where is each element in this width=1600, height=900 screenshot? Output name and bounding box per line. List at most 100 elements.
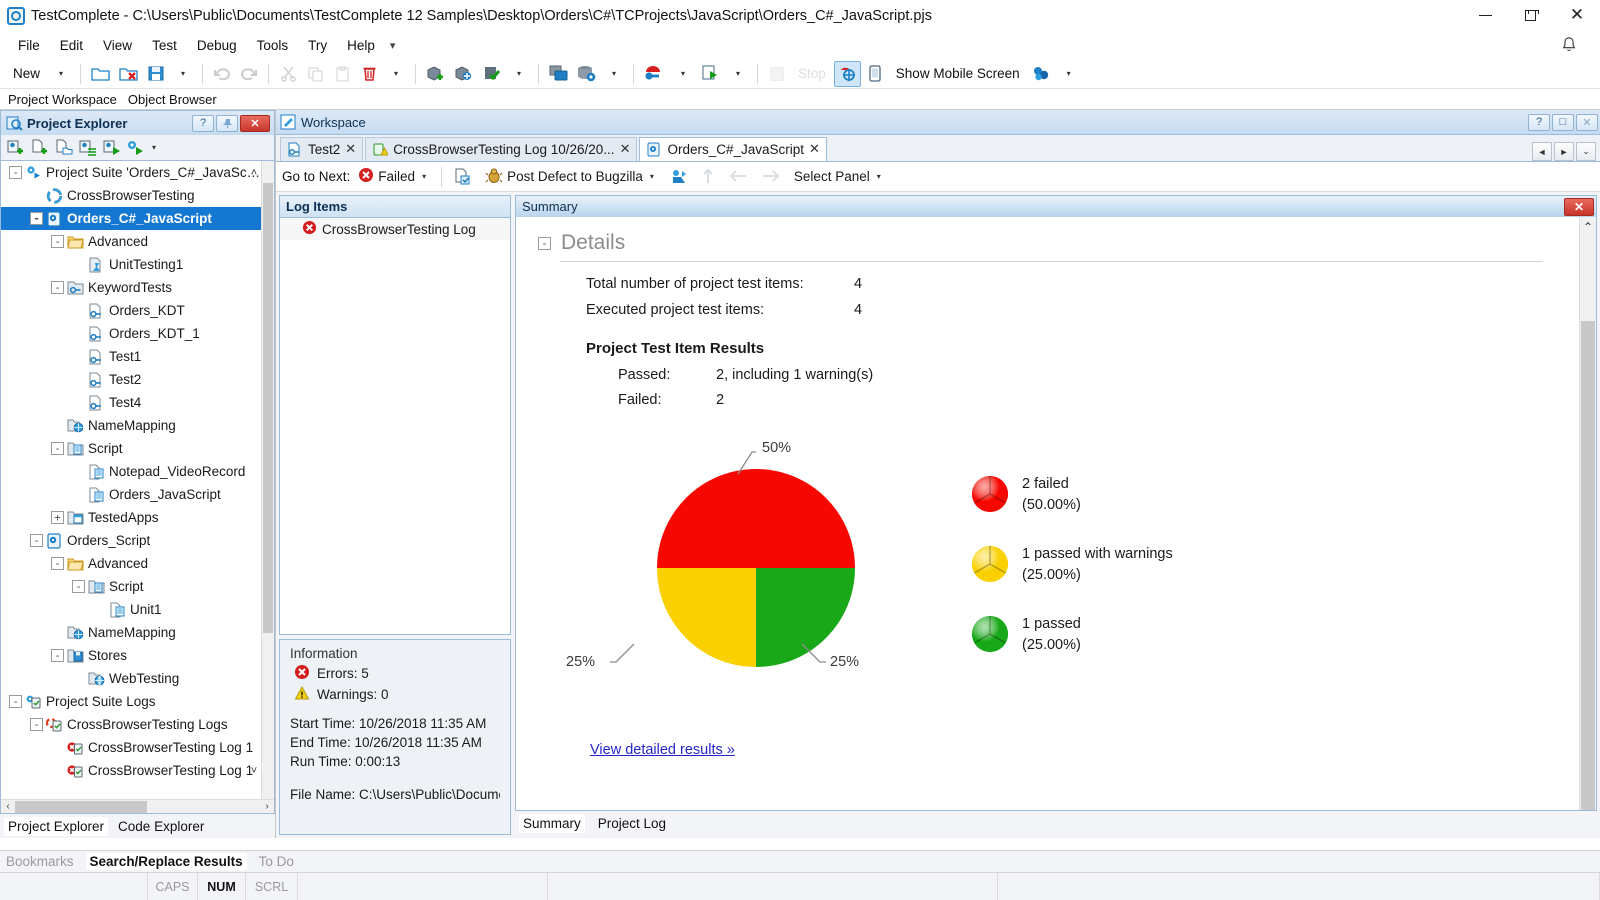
tree-item-test1[interactable]: Test1: [1, 345, 261, 368]
open-project-icon[interactable]: [87, 61, 114, 87]
tree-item-crossbrowsertesting-logs[interactable]: - CrossBrowserTesting Logs: [1, 713, 261, 736]
tree-item-test4[interactable]: Test4: [1, 391, 261, 414]
tree-horizontal-scrollbar[interactable]: ‹ ›: [1, 799, 274, 813]
new-button[interactable]: New: [13, 66, 41, 81]
tree-item-webtesting[interactable]: WebTesting: [1, 667, 261, 690]
goto-next-failed-button[interactable]: Failed ▾: [353, 165, 434, 189]
summary-vertical-scrollbar[interactable]: ⌃: [1579, 217, 1596, 810]
tree-item-orders-kdt[interactable]: Orders_KDT: [1, 299, 261, 322]
tree-item-project-suite-logs[interactable]: - Project Suite Logs: [1, 690, 261, 713]
minimize-button[interactable]: [1462, 0, 1508, 31]
add-test-icon[interactable]: [422, 61, 449, 87]
scroll-right-icon[interactable]: ›: [265, 801, 269, 812]
redo-icon[interactable]: [236, 61, 262, 87]
view-detailed-results-link[interactable]: View detailed results »: [590, 742, 735, 758]
options-icon[interactable]: [573, 61, 600, 87]
collapse-icon[interactable]: -: [51, 557, 64, 570]
device-icon[interactable]: [862, 61, 888, 87]
collapse-icon[interactable]: -: [30, 212, 43, 225]
list-item[interactable]: CrossBrowserTesting Log: [280, 218, 510, 240]
new-dropdown-caret[interactable]: ▾: [59, 69, 64, 78]
dock-tab-project-workspace[interactable]: Project Workspace: [4, 91, 124, 109]
paste-icon[interactable]: [329, 61, 355, 87]
arrow-right-icon[interactable]: [756, 165, 786, 189]
arrow-left-icon[interactable]: [723, 165, 753, 189]
edit-test-items-icon[interactable]: [77, 137, 99, 158]
details-header[interactable]: - Details: [538, 231, 1579, 255]
tree-item-script[interactable]: - Script: [1, 437, 261, 460]
undo-icon[interactable]: [209, 61, 235, 87]
menu-debug[interactable]: Debug: [196, 37, 237, 53]
tree-item-advanced[interactable]: - Advanced: [1, 230, 261, 253]
chevron-down-icon[interactable]: ˅: [250, 764, 258, 777]
tab-project-explorer[interactable]: Project Explorer: [4, 816, 109, 836]
tree-item-testedapps[interactable]: + TestedApps: [1, 506, 261, 529]
collapse-icon[interactable]: -: [51, 649, 64, 662]
menu-tools[interactable]: Tools: [256, 37, 289, 53]
menu-edit[interactable]: Edit: [59, 37, 84, 53]
tree-item-orders-script[interactable]: - Orders_Script: [1, 529, 261, 552]
close-window-button[interactable]: ✕: [1569, 5, 1585, 25]
close-panel-button[interactable]: ✕: [240, 114, 270, 132]
collapse-icon[interactable]: -: [30, 718, 43, 731]
delete-icon[interactable]: [356, 61, 382, 87]
stop-button[interactable]: Stop: [798, 66, 826, 81]
mobile-screen-icon[interactable]: [833, 60, 861, 87]
project-tree[interactable]: - Project Suite 'Orders_C#_JavaScrip ˄ Cros…: [0, 161, 275, 814]
close-tab-icon[interactable]: ✕: [619, 142, 631, 157]
save-all-icon[interactable]: [143, 61, 169, 87]
new-project-suite-icon[interactable]: [5, 137, 27, 158]
bell-icon[interactable]: [1560, 35, 1578, 55]
tree-item-project-suite-orders-c-javascrip[interactable]: - Project Suite 'Orders_C#_JavaScrip ˄: [1, 161, 261, 184]
tree-item-unit1[interactable]: Unit1: [1, 598, 261, 621]
menu-help[interactable]: Help: [347, 37, 375, 53]
collapse-icon[interactable]: -: [51, 281, 64, 294]
chevron-up-icon[interactable]: ˄: [250, 166, 258, 179]
tab-orders-csharp-javascript[interactable]: Orders_C#_JavaScript ✕: [639, 137, 827, 161]
workspace-close-button[interactable]: ✕: [1576, 113, 1598, 131]
collapse-details-icon[interactable]: -: [538, 236, 551, 250]
tree-item-crossbrowsertesting[interactable]: CrossBrowserTesting: [1, 184, 261, 207]
add-checkpoint-icon[interactable]: [450, 61, 477, 87]
tree-item-test2[interactable]: Test2: [1, 368, 261, 391]
copy-icon[interactable]: [302, 61, 328, 87]
close-project-icon[interactable]: [115, 61, 142, 87]
run-test-dropdown-caret[interactable]: ▾: [517, 69, 522, 78]
tab-scroll-left-button[interactable]: ◄: [1532, 142, 1552, 161]
tree-item-namemapping[interactable]: NameMapping: [1, 414, 261, 437]
tab-crossbrowsertesting-log[interactable]: CrossBrowserTesting Log 10/26/20... ✕: [365, 137, 638, 161]
delete-dropdown-caret[interactable]: ▾: [394, 69, 399, 78]
show-mobile-screen-button[interactable]: Show Mobile Screen: [895, 66, 1020, 81]
menu-overflow-caret[interactable]: ▾: [389, 39, 396, 52]
run-test-icon[interactable]: [478, 61, 505, 87]
run-project-icon[interactable]: [697, 61, 724, 87]
tab-scroll-right-button[interactable]: ►: [1554, 142, 1574, 161]
tab-test2[interactable]: Test2 ✕: [280, 137, 364, 161]
close-tab-icon[interactable]: ✕: [345, 142, 357, 157]
new-project-icon[interactable]: [29, 137, 51, 158]
chevron-down-icon[interactable]: ▾: [876, 172, 881, 181]
select-panel-button[interactable]: Select Panel ▾: [789, 165, 889, 189]
tree-item-unittesting1[interactable]: UnitTesting1: [1, 253, 261, 276]
menu-test[interactable]: Test: [152, 37, 177, 53]
tree-item-orders-javascript[interactable]: Orders_JavaScript: [1, 483, 261, 506]
tree-item-orders-kdt-1[interactable]: Orders_KDT_1: [1, 322, 261, 345]
open-project-icon[interactable]: [53, 137, 75, 158]
add-log-icon[interactable]: [449, 165, 477, 189]
tree-vertical-scrollbar[interactable]: [261, 161, 274, 799]
stop-icon[interactable]: [764, 61, 790, 87]
cut-icon[interactable]: [275, 61, 301, 87]
collapse-icon[interactable]: -: [72, 580, 85, 593]
restore-button[interactable]: [1508, 0, 1554, 31]
dock-tab-object-browser[interactable]: Object Browser: [127, 92, 217, 107]
record-icon[interactable]: [640, 61, 669, 87]
help-button[interactable]: ?: [192, 114, 214, 132]
tab-project-log[interactable]: Project Log: [597, 815, 667, 831]
tab-code-explorer[interactable]: Code Explorer: [118, 818, 205, 834]
workspace-help-button[interactable]: ?: [1528, 113, 1550, 131]
scroll-up-icon[interactable]: ⌃: [1582, 220, 1594, 234]
run-project-icon[interactable]: [101, 137, 123, 158]
project-explorer-toolbar-caret[interactable]: ▾: [152, 143, 157, 152]
collapse-icon[interactable]: -: [9, 166, 22, 179]
tab-summary[interactable]: Summary: [519, 813, 585, 833]
